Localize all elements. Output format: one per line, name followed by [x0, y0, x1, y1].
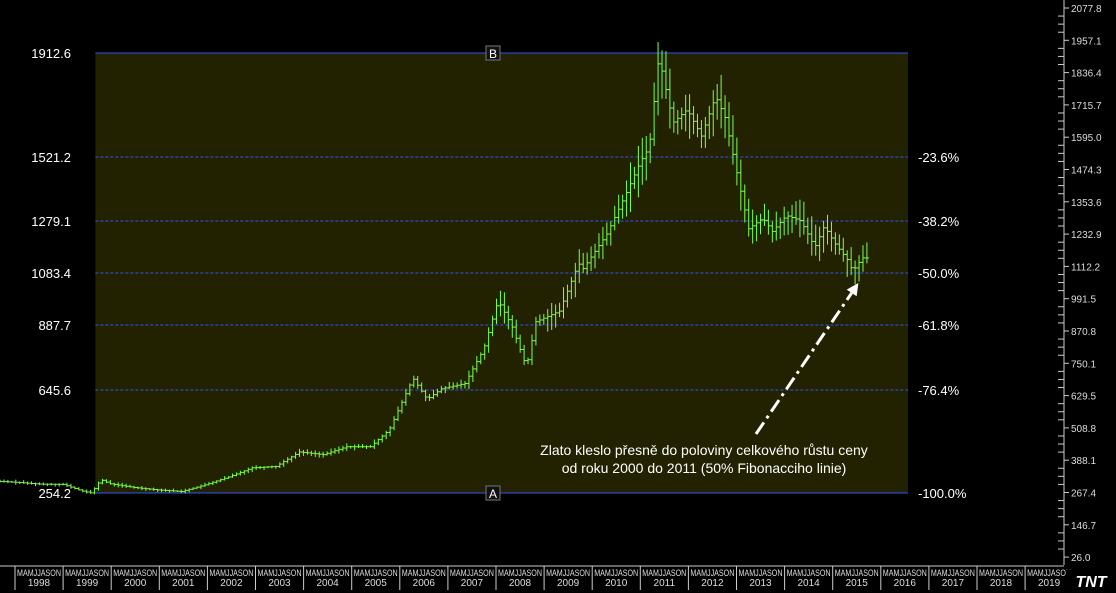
fib-price-label: 1279.1 [31, 214, 71, 229]
fib-price-label: 1083.4 [31, 266, 71, 281]
year-label: 2016 [894, 578, 917, 589]
fib-percent-label: -23.6% [918, 150, 960, 165]
year-label: 2004 [316, 578, 339, 589]
fib-price-label: 254.2 [38, 486, 71, 501]
price-axis-label: 1595.0 [1071, 133, 1102, 144]
month-ticks: MAMJJASON [65, 568, 109, 578]
price-axis-label: 991.5 [1071, 295, 1096, 306]
month-ticks: MAMJJASON [931, 568, 975, 578]
price-axis-label: 146.7 [1071, 521, 1096, 532]
year-label: 2001 [172, 578, 195, 589]
year-label: 2006 [413, 578, 436, 589]
month-ticks: MAMJJASON [979, 568, 1023, 578]
year-label: 2012 [701, 578, 724, 589]
price-axis-label: 1715.7 [1071, 101, 1102, 112]
fib-price-label: 887.7 [38, 318, 71, 333]
price-axis-label: 388.1 [1071, 456, 1096, 467]
month-ticks: MAMJJASON [402, 568, 446, 578]
month-ticks: MAMJJASON [690, 568, 734, 578]
point-marker-label: A [489, 487, 497, 501]
month-ticks: MAMJJASON [642, 568, 686, 578]
fib-percent-label: -50.0% [918, 266, 960, 281]
price-axis-label: 1232.9 [1071, 230, 1102, 241]
year-label: 2014 [797, 578, 820, 589]
year-label: 2000 [124, 578, 147, 589]
price-axis-label: 1474.3 [1071, 166, 1102, 177]
year-label: 2017 [942, 578, 965, 589]
price-axis-label: 2077.8 [1071, 4, 1102, 15]
month-ticks: MAMJJASON [787, 568, 831, 578]
annotation-arrow-head [846, 283, 859, 297]
svg-text:TNT: TNT [1075, 574, 1107, 591]
fib-percent-label: -76.4% [918, 383, 960, 398]
price-axis-label: 1112.2 [1071, 262, 1101, 273]
price-axis-label: 870.8 [1071, 327, 1096, 338]
month-ticks: MAMJJASON [450, 568, 494, 578]
month-ticks: MAMJJASON [354, 568, 398, 578]
year-label: 2005 [365, 578, 388, 589]
month-ticks: MAMJJASON [17, 568, 61, 578]
annotation-line-1: Zlato kleslo přesně do poloviny celkovéh… [540, 442, 868, 458]
fib-price-label: 1521.2 [31, 150, 71, 165]
price-axis-label: 750.1 [1071, 359, 1096, 370]
price-bars [0, 42, 869, 495]
year-label: 2015 [846, 578, 869, 589]
year-label: 1999 [76, 578, 99, 589]
year-label: 1998 [28, 578, 51, 589]
month-ticks: MAMJJASON [883, 568, 927, 578]
point-marker-label: B [489, 47, 497, 61]
price-axis-label: 1836.4 [1071, 69, 1102, 80]
month-ticks: MAMJJASON [306, 568, 350, 578]
year-label: 2010 [605, 578, 628, 589]
month-ticks: MAMJJASON [209, 568, 253, 578]
point-marker-box [485, 485, 501, 501]
fib-percent-label: -61.8% [918, 318, 960, 333]
price-axis-label: 1353.6 [1071, 198, 1102, 209]
year-label: 2018 [990, 578, 1013, 589]
year-label: 2003 [268, 578, 291, 589]
year-label: 2008 [509, 578, 532, 589]
price-axis-right: 2077.8 1957.1 1836.4 1715.7 1595.0 1474.3 1353… [1058, 0, 1102, 565]
month-ticks: MAMJJASON [594, 568, 638, 578]
point-marker-box [485, 45, 501, 61]
fib-percent-label: -38.2% [918, 214, 960, 229]
fibonacci-point-markers: BA [485, 45, 501, 501]
month-ticks: MAMJJASON [113, 568, 157, 578]
month-ticks: MAMJJASON [546, 568, 590, 578]
annotation-arrow [754, 292, 853, 435]
year-label: 2002 [220, 578, 243, 589]
month-ticks: MAMJJASON [498, 568, 542, 578]
month-ticks: MAMJJASON [258, 568, 302, 578]
tnt-logo: TNT [1066, 570, 1116, 593]
fibonacci-levels: 1912.6 1521.2 -23.6% 1279.1 -38.2% 1083.4 -50.… [31, 46, 967, 501]
annotation: Zlato kleslo přesně do poloviny celkovéh… [540, 283, 868, 476]
year-label: 2019 [1038, 578, 1061, 589]
month-ticks: MAMJJASON [739, 568, 783, 578]
time-axis: 1998MAMJJASON1999MAMJJASON2000MAMJJASON2… [0, 565, 1071, 590]
annotation-line-2: od roku 2000 do 2011 (50% Fibonacciho li… [562, 460, 847, 476]
price-axis-label: 1957.1 [1071, 36, 1102, 47]
fib-price-label: 645.6 [38, 383, 71, 398]
price-axis-label: 26.0 [1071, 553, 1091, 564]
year-label: 2013 [749, 578, 772, 589]
price-axis-label: 267.4 [1071, 489, 1096, 500]
month-ticks: MAMJJASON [161, 568, 205, 578]
year-label: 2011 [654, 578, 676, 589]
year-label: 2009 [557, 578, 580, 589]
fib-price-label: 1912.6 [31, 46, 71, 61]
price-axis-label: 629.5 [1071, 392, 1096, 403]
price-axis-label: 508.8 [1071, 424, 1096, 435]
year-label: 2007 [461, 578, 484, 589]
month-ticks: MAMJJASON [835, 568, 879, 578]
month-ticks: MAMJJASON [1027, 568, 1071, 578]
fib-percent-label: -100.0% [918, 486, 967, 501]
